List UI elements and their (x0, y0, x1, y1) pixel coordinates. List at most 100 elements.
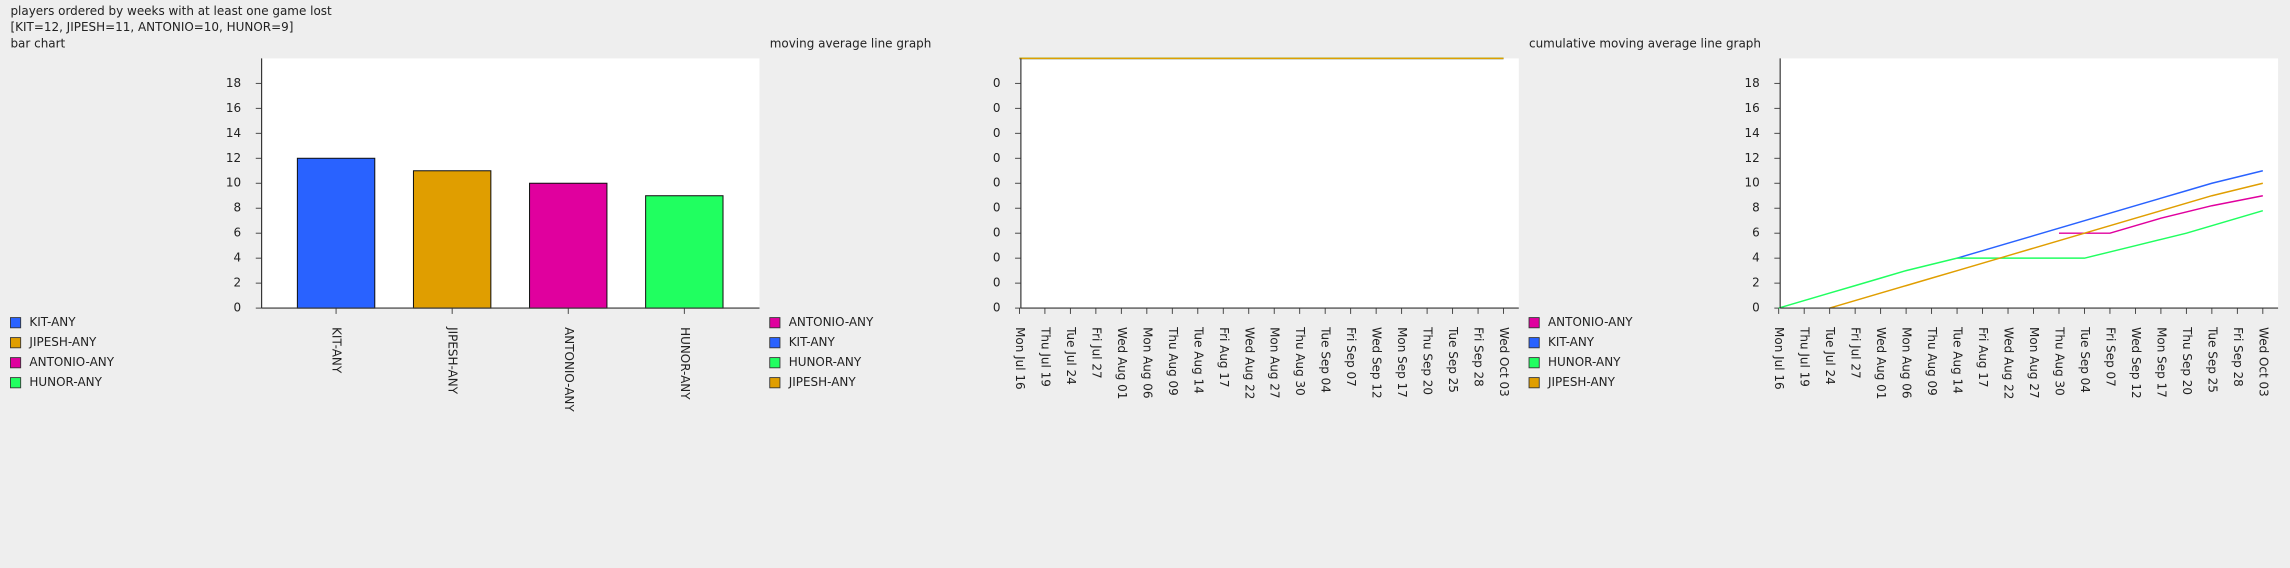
y-tick-label: 4 (234, 251, 242, 265)
y-tick-label: 0 (993, 126, 1001, 140)
y-tick-label: 0 (1752, 301, 1760, 315)
plot-area (1780, 58, 2279, 309)
y-tick-label: 0 (993, 76, 1001, 90)
x-tick-label: Tue Sep 04 (1319, 326, 1333, 393)
legend-swatch (1528, 317, 1540, 329)
x-tick-label: Mon Jul 16 (1013, 327, 1027, 390)
x-tick-label: HUNOR-ANY (678, 327, 692, 400)
y-tick-label: 0 (993, 101, 1001, 115)
legend-label: ANTONIO-ANY (1548, 315, 1633, 329)
y-tick-label: 0 (234, 301, 242, 315)
x-tick-label: Fri Sep 28 (2231, 327, 2245, 387)
series-line (2058, 195, 2263, 234)
y-tick-label: 0 (993, 276, 1001, 290)
x-tick-label: Wed Sep 12 (1370, 327, 1384, 398)
bar (412, 170, 492, 309)
chart-title: bar chart (10, 36, 65, 50)
y-tick-label: 18 (1744, 76, 1759, 90)
x-tick-label: Tue Sep 25 (1446, 326, 1460, 393)
y-tick-label: 0 (993, 151, 1001, 165)
x-tick-label: Fri Jul 27 (1089, 327, 1103, 379)
plot-area (1020, 58, 1519, 309)
legend-label: ANTONIO-ANY (29, 355, 114, 369)
x-tick-label: Fri Sep 28 (1472, 327, 1486, 387)
legend-label: JIPESH-ANY (28, 335, 97, 349)
legend-swatch (1528, 337, 1540, 349)
y-tick-label: 0 (993, 176, 1001, 190)
legend-label: HUNOR-ANY (1548, 355, 1621, 369)
legend-swatch (10, 357, 22, 369)
legend-swatch (769, 377, 781, 389)
y-tick-label: 6 (234, 226, 242, 240)
legend-label: JIPESH-ANY (788, 375, 857, 389)
legend-swatch (1528, 357, 1540, 369)
x-tick-label: Tue Sep 25 (2205, 326, 2219, 393)
legend-swatch (10, 317, 22, 329)
x-tick-label: Wed Oct 03 (1497, 327, 1511, 397)
x-tick-label: Thu Sep 20 (1421, 326, 1435, 395)
x-tick-label: Wed Aug 01 (1874, 327, 1888, 399)
x-tick-label: Fri Aug 17 (1976, 327, 1990, 387)
y-tick-label: 8 (1752, 201, 1760, 215)
x-tick-label: Wed Sep 12 (2129, 327, 2143, 398)
x-tick-label: Wed Aug 01 (1115, 327, 1129, 399)
y-tick-label: 18 (226, 76, 241, 90)
y-tick-label: 0 (993, 226, 1001, 240)
y-tick-label: 2 (234, 276, 242, 290)
y-tick-label: 0 (993, 301, 1001, 315)
x-tick-label: Thu Jul 19 (1038, 326, 1052, 387)
legend-swatch (1528, 377, 1540, 389)
x-tick-label: Thu Aug 09 (1925, 326, 1939, 396)
x-tick-label: Tue Aug 14 (1951, 326, 1965, 394)
x-tick-label: Mon Jul 16 (1772, 327, 1786, 390)
legend-swatch (10, 337, 22, 349)
x-tick-label: Tue Jul 24 (1064, 326, 1078, 385)
legend-label: KIT-ANY (1548, 335, 1595, 349)
x-tick-label: Fri Sep 07 (1344, 327, 1358, 387)
legend-label: KIT-ANY (789, 335, 836, 349)
bar (296, 157, 376, 309)
page-summary: [KIT=12, JIPESH=11, ANTONIO=10, HUNOR=9] (10, 20, 293, 34)
x-tick-label: Thu Aug 30 (2052, 326, 2066, 396)
legend-swatch (769, 317, 781, 329)
x-tick-label: Fri Sep 07 (2103, 327, 2117, 387)
x-tick-label: Mon Aug 27 (2027, 327, 2041, 398)
y-tick-label: 12 (1744, 151, 1759, 165)
y-tick-label: 16 (1744, 101, 1759, 115)
y-tick-label: 16 (226, 101, 241, 115)
x-tick-label: Mon Aug 06 (1900, 327, 1914, 398)
x-tick-label: Thu Sep 20 (2180, 326, 2194, 395)
legend-label: KIT-ANY (29, 315, 76, 329)
x-tick-label: Wed Aug 22 (2002, 327, 2016, 399)
legend-swatch (769, 337, 781, 349)
x-tick-label: Mon Aug 06 (1140, 327, 1154, 398)
x-tick-label: Mon Sep 17 (2154, 327, 2168, 398)
y-tick-label: 0 (993, 201, 1001, 215)
x-tick-label: Fri Aug 17 (1217, 327, 1231, 387)
bar (645, 195, 724, 309)
x-tick-label: JIPESH-ANY (446, 326, 460, 395)
x-tick-label: Mon Aug 27 (1268, 327, 1282, 398)
x-tick-label: Tue Aug 14 (1191, 326, 1205, 394)
legend-label: HUNOR-ANY (789, 355, 862, 369)
legend-swatch (769, 357, 781, 369)
x-tick-label: Thu Jul 19 (1798, 326, 1812, 387)
y-tick-label: 2 (1752, 276, 1760, 290)
x-tick-label: ANTONIO-ANY (562, 327, 576, 412)
y-tick-label: 10 (226, 176, 241, 190)
chart-title: moving average line graph (770, 36, 932, 50)
y-tick-label: 6 (1752, 226, 1760, 240)
series-line (1956, 170, 2263, 259)
legend-label: JIPESH-ANY (1547, 375, 1616, 389)
page-title: players ordered by weeks with at least o… (10, 4, 332, 18)
y-tick-label: 4 (1752, 251, 1760, 265)
y-tick-label: 14 (1744, 126, 1759, 140)
series-line (1778, 210, 2264, 309)
x-tick-label: Wed Aug 22 (1242, 327, 1256, 399)
x-tick-label: Thu Aug 30 (1293, 326, 1307, 396)
legend-label: ANTONIO-ANY (789, 315, 874, 329)
y-tick-label: 0 (993, 251, 1001, 265)
y-tick-label: 8 (234, 201, 242, 215)
